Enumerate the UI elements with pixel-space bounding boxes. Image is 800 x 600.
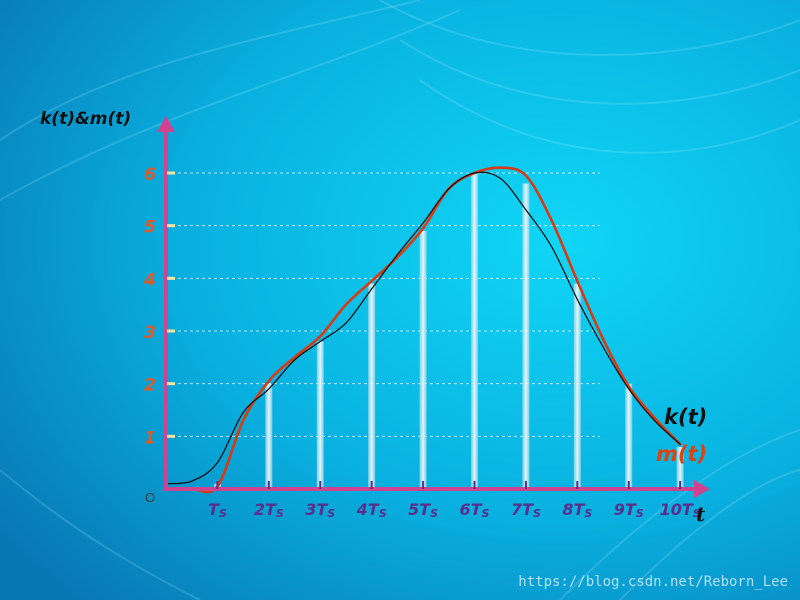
y-tick-label-1: 1: [144, 428, 156, 448]
y-tick-label-5: 5: [144, 218, 156, 238]
sample-bar-3: [316, 341, 324, 489]
series-line-m: [164, 166, 682, 494]
sample-bar-6: [470, 173, 478, 489]
y-tick-label-2: 2: [144, 376, 156, 396]
y-tick-label-3: 3: [144, 323, 156, 343]
series-layer: [164, 166, 682, 494]
sample-bar-8: [573, 283, 581, 489]
x-tick-label-10: 10TS: [660, 500, 701, 520]
legend-k: k(t): [664, 405, 707, 429]
y-tick-label-4: 4: [143, 270, 156, 290]
watermark-text: https://blog.csdn.net/Reborn_Lee: [518, 574, 788, 590]
legend-m: m(t): [656, 442, 707, 466]
sample-bar-4: [368, 283, 376, 489]
y-axis-label: k(t)&m(t): [40, 109, 131, 129]
sample-bar-9: [625, 383, 633, 489]
axes: [157, 116, 710, 498]
y-axis-arrow: [157, 116, 175, 132]
series-line-k: [165, 171, 681, 485]
x-axis-arrow: [694, 480, 710, 498]
y-tick-label-6: 6: [144, 165, 156, 185]
origin-label: O: [145, 490, 155, 505]
sample-bar-10: [676, 446, 684, 489]
x-axis-label: t: [696, 502, 706, 526]
sample-bar-5: [419, 230, 427, 489]
sample-bar-2: [265, 383, 273, 489]
sample-bar-7: [522, 183, 530, 490]
y-ticks-layer: 1 2 3 4 5 6: [143, 165, 175, 448]
sample-bars-layer: [213, 173, 684, 490]
